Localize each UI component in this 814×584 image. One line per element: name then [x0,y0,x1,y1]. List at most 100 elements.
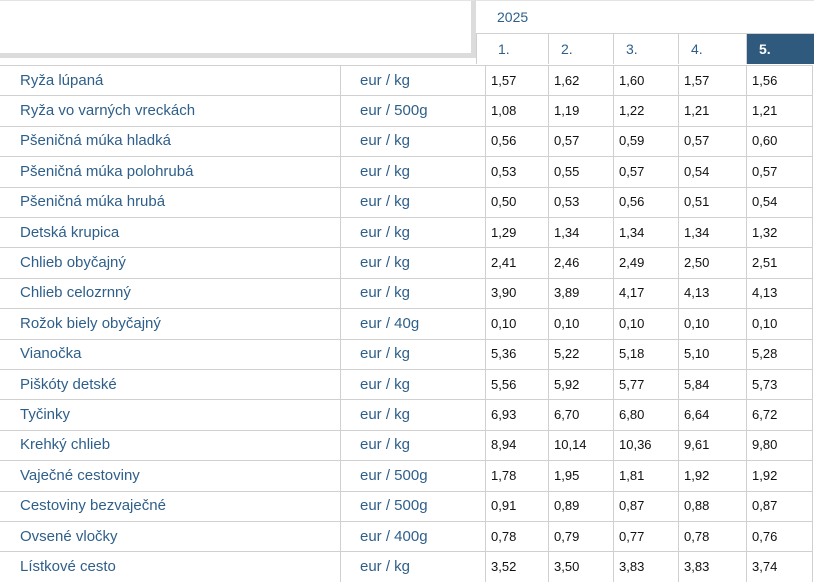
row-divider [0,156,813,158]
price-value: 1,34 [613,217,678,248]
column-header: 5. [746,33,814,64]
item-name[interactable]: Pšeničná múka hrubá [20,193,166,211]
item-unit: eur / kg [360,71,411,89]
price-value: 2,46 [548,247,613,278]
price-value: 1,34 [548,217,613,248]
price-value: 0,51 [678,186,746,217]
price-value: 0,88 [678,490,746,521]
price-value: 1,32 [746,217,813,248]
col-divider [340,156,341,187]
col-divider [340,369,341,400]
row-divider [0,65,813,66]
price-value: 0,57 [613,156,678,187]
price-value: 0,55 [548,156,613,187]
column-header: 2. [548,33,613,64]
col-divider [340,247,341,278]
price-value: 2,49 [613,247,678,278]
item-unit: eur / kg [360,254,411,272]
price-value: 5,28 [746,338,813,369]
row-divider [0,369,813,370]
col-divider [340,95,341,126]
col-divider [340,429,341,461]
price-value: 0,78 [485,521,548,552]
row-divider [0,521,813,522]
item-name[interactable]: Chlieb obyčajný [20,254,126,272]
price-value: 3,90 [485,277,548,309]
price-value: 5,77 [613,369,678,400]
price-value: 10,14 [548,429,613,461]
row-divider [0,186,813,188]
item-unit: eur / kg [360,223,411,241]
item-unit: eur / kg [360,345,411,363]
price-value: 1,60 [613,65,678,96]
item-unit: eur / kg [360,284,411,302]
item-name[interactable]: Vaječné cestoviny [20,466,140,484]
price-value: 0,87 [613,490,678,521]
item-name[interactable]: Pšeničná múka polohrubá [20,162,194,180]
price-value: 2,50 [678,247,746,278]
item-name[interactable]: Piškóty detské [20,375,117,393]
row-divider [0,277,813,279]
price-value: 6,70 [548,399,613,430]
row-divider [0,247,813,249]
item-name[interactable]: Ryža vo varných vreckách [20,102,196,120]
item-name[interactable]: Pšeničná múka hladká [20,132,171,150]
price-value: 3,83 [678,551,746,582]
item-unit: eur / kg [360,375,411,393]
item-name[interactable]: Tyčinky [20,406,71,424]
price-value: 4,13 [746,277,813,309]
price-value: 5,18 [613,338,678,369]
item-name[interactable]: Ryža lúpaná [20,71,104,89]
price-value: 9,80 [746,429,813,461]
price-value: 1,62 [548,65,613,96]
item-unit: eur / kg [360,193,411,211]
price-value: 0,59 [613,125,678,157]
price-value: 9,61 [678,429,746,461]
item-name[interactable]: Rožok biely obyčajný [20,314,161,332]
item-name[interactable]: Vianočka [20,345,82,363]
price-value: 6,64 [678,399,746,430]
col-divider [340,490,341,521]
price-value: 0,10 [678,308,746,339]
header-blank [0,0,476,58]
row-divider [0,217,813,218]
price-value: 5,22 [548,338,613,369]
price-value: 0,57 [548,125,613,157]
item-unit: eur / 500g [360,497,428,515]
item-unit: eur / kg [360,558,411,576]
item-unit: eur / kg [360,132,411,150]
price-value: 1,92 [746,460,813,491]
price-value: 0,53 [548,186,613,217]
col-divider [340,65,341,96]
price-value: 1,78 [485,460,548,491]
row-divider [0,308,813,310]
col-divider [340,217,341,248]
price-value: 0,10 [548,308,613,339]
price-value: 10,36 [613,429,678,461]
price-value: 1,81 [613,460,678,491]
column-header: 4. [678,33,746,64]
price-value: 0,77 [613,521,678,552]
price-value: 2,41 [485,247,548,278]
item-name[interactable]: Lístkové cesto [20,558,116,576]
price-value: 1,95 [548,460,613,491]
row-divider [0,551,813,553]
col-divider [340,399,341,430]
price-value: 0,87 [746,490,813,521]
price-value: 3,50 [548,551,613,582]
item-name[interactable]: Ovsené vločky [20,527,118,545]
item-name[interactable]: Krehký chlieb [20,436,111,454]
item-name[interactable]: Chlieb celozrnný [20,284,131,302]
year-header: 2025 [476,0,814,33]
col-divider [340,460,341,491]
col-divider [340,308,341,339]
row-divider [0,460,813,462]
price-value: 3,52 [485,551,548,582]
item-name[interactable]: Detská krupica [20,223,120,241]
price-value: 1,21 [746,95,813,126]
price-value: 0,76 [746,521,813,552]
item-unit: eur / 400g [360,527,428,545]
item-unit: eur / 500g [360,102,428,120]
item-name[interactable]: Cestoviny bezvaječné [20,497,166,515]
